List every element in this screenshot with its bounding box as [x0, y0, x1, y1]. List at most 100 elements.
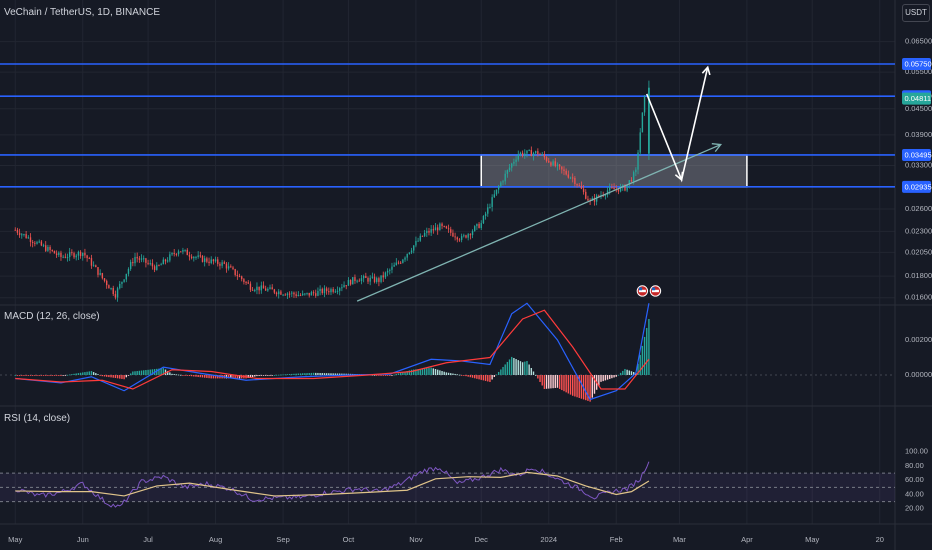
candle-body — [175, 253, 178, 255]
candle-body — [395, 262, 398, 266]
candle-body — [565, 170, 567, 175]
horizontal-levels[interactable] — [0, 63, 895, 188]
macd-histogram-bar — [497, 371, 500, 375]
level-price-tag — [902, 57, 931, 70]
macd-histogram-bar — [217, 375, 219, 379]
rsi-tick-label: 60.00 — [905, 475, 924, 484]
candle-body — [406, 253, 408, 258]
candle-body — [319, 288, 321, 292]
macd-histogram-bar — [639, 354, 641, 375]
macd-histogram-bar — [434, 369, 437, 375]
time-axis: May Jun Jul Aug Sep Oct Nov Dec 2024 Feb Mar Apr May… — [8, 535, 884, 544]
candle-body — [101, 273, 104, 279]
candle-body — [84, 252, 86, 256]
candle-body — [134, 256, 136, 264]
macd-histogram-bar — [436, 369, 439, 375]
macd-histogram-bar — [460, 375, 463, 376]
macd-histogram-bar — [62, 375, 64, 376]
candle-body — [367, 277, 369, 282]
macd-histogram-bar — [397, 373, 400, 375]
macd-histogram-bar — [423, 368, 426, 375]
macd-histogram-bar — [125, 375, 127, 378]
candle-body — [173, 253, 175, 255]
candle-body — [310, 292, 313, 296]
candle-body — [506, 170, 509, 174]
currency-button[interactable]: USDT — [902, 4, 930, 22]
macd-histogram-bar — [284, 374, 286, 376]
zone-rect — [480, 154, 748, 188]
candle-body — [519, 152, 522, 155]
candle-body — [217, 259, 219, 264]
candle-body — [508, 167, 511, 171]
macd-histogram-bar — [539, 375, 541, 382]
time-tick-label: Aug — [209, 535, 222, 544]
macd-histogram-bar — [467, 375, 469, 377]
macd-histogram-bar — [129, 373, 132, 375]
candle-body — [45, 245, 47, 251]
macd-histogram-bar — [97, 374, 99, 375]
macd-histogram-bar — [40, 375, 43, 376]
candle-body — [269, 287, 271, 289]
candle-body — [419, 235, 421, 241]
candle-body — [108, 285, 110, 289]
candle-body — [232, 267, 234, 270]
candle-body — [628, 180, 631, 185]
macd-histogram-bar — [376, 375, 378, 376]
macd-histogram-bar — [587, 375, 589, 401]
macd-histogram-bar — [88, 371, 90, 375]
candle-body — [397, 262, 400, 264]
candle-body — [299, 294, 302, 296]
candle-body — [574, 177, 576, 185]
candle-body — [36, 242, 38, 244]
price-tick-label: 0.06500 — [905, 37, 932, 46]
level-price-tag-label: 0.05750 — [905, 59, 932, 68]
candle-body — [410, 250, 413, 253]
macd-histogram-bar — [482, 375, 485, 381]
macd-histogram-bar — [384, 375, 387, 376]
drawings[interactable] — [356, 65, 723, 302]
event-flags[interactable] — [636, 285, 662, 297]
candle-body — [532, 153, 535, 157]
macd-histogram-bar — [552, 375, 554, 389]
candle-body — [487, 207, 489, 214]
candle-body — [386, 270, 389, 273]
price-tick-label: 0.05500 — [905, 67, 932, 76]
candle-body — [552, 161, 554, 166]
macd-histogram-bar — [234, 375, 236, 379]
candle-body — [79, 251, 82, 257]
candle-body — [304, 293, 306, 295]
candle-body — [251, 289, 254, 291]
macd-histogram-bar — [534, 375, 537, 376]
candle-body — [576, 184, 578, 186]
candle-body — [301, 293, 304, 296]
level-price-tag-label: 0.03495 — [905, 150, 932, 159]
time-tick-label: Mar — [673, 535, 686, 544]
candle-body — [417, 240, 419, 242]
candle-body — [471, 231, 474, 236]
candle-body — [362, 275, 365, 279]
candle-body — [347, 280, 350, 286]
macd-histogram-bar — [454, 373, 456, 375]
macd-histogram-bar — [304, 373, 306, 375]
macd-histogram-bar — [138, 370, 141, 375]
candle-body — [58, 252, 60, 255]
macd-histogram-bar — [480, 375, 482, 380]
macd-histogram-bar — [450, 373, 452, 375]
macd-histogram-bar — [256, 375, 258, 377]
macd-histogram-bar — [543, 375, 546, 389]
macd-histogram-bar — [430, 367, 432, 375]
macd-histogram-bar — [563, 375, 565, 392]
time-tick-label: Dec — [475, 535, 489, 544]
candle-body — [153, 266, 156, 270]
candle-body — [454, 236, 456, 238]
candle-body — [467, 234, 469, 238]
rsi-line — [15, 461, 650, 508]
candle-body — [380, 275, 382, 282]
candle-body — [147, 262, 149, 264]
macd-histogram-bar — [345, 373, 347, 375]
candle-body — [384, 272, 387, 278]
candle-body — [341, 287, 343, 289]
macd-histogram-bar — [458, 374, 461, 376]
macd-histogram-bar — [149, 369, 151, 375]
